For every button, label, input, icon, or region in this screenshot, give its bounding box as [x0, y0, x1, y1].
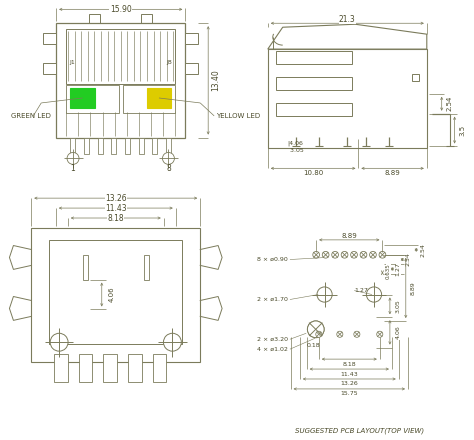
Text: 13.26: 13.26 — [105, 194, 127, 203]
Bar — [128, 354, 142, 382]
Text: YELLOW LED: YELLOW LED — [216, 113, 260, 119]
Bar — [276, 77, 352, 90]
Text: 11.43: 11.43 — [105, 204, 127, 213]
Bar — [153, 354, 166, 382]
Text: 13.26: 13.26 — [340, 381, 358, 386]
Circle shape — [370, 251, 376, 258]
Text: 21.3: 21.3 — [339, 15, 356, 24]
Bar — [141, 15, 152, 23]
Bar — [144, 255, 149, 280]
Text: 2 × ø3.20: 2 × ø3.20 — [257, 337, 288, 342]
Text: 13.40: 13.40 — [211, 70, 220, 91]
Bar — [139, 138, 144, 154]
Text: 10.80: 10.80 — [303, 170, 323, 176]
Circle shape — [377, 331, 383, 337]
Bar — [125, 138, 130, 154]
Text: 3.5: 3.5 — [460, 125, 465, 136]
Bar — [153, 138, 157, 154]
Circle shape — [308, 321, 324, 337]
Bar — [146, 88, 172, 108]
Bar — [56, 23, 185, 138]
Bar — [276, 51, 352, 64]
Text: 2.54: 2.54 — [420, 243, 426, 257]
Circle shape — [316, 331, 322, 337]
Text: 8.89: 8.89 — [410, 281, 415, 295]
Text: 2.54: 2.54 — [447, 96, 453, 111]
Text: 8: 8 — [166, 165, 171, 173]
Circle shape — [322, 251, 329, 258]
Bar — [103, 354, 117, 382]
Text: 1.27: 1.27 — [354, 288, 368, 293]
Bar — [166, 138, 171, 154]
Circle shape — [317, 287, 332, 302]
Circle shape — [50, 333, 68, 351]
Text: 2 × ø1.70: 2 × ø1.70 — [257, 297, 288, 302]
Bar — [49, 240, 182, 344]
Text: 3.05: 3.05 — [288, 148, 303, 154]
Circle shape — [341, 251, 348, 258]
Bar — [83, 255, 88, 280]
Bar — [71, 138, 75, 154]
Text: 8.18: 8.18 — [343, 362, 356, 367]
Bar — [70, 88, 95, 108]
Circle shape — [366, 287, 382, 302]
Bar — [98, 138, 103, 154]
Text: 11.43: 11.43 — [340, 371, 358, 377]
Text: 15.90: 15.90 — [110, 5, 132, 14]
Circle shape — [337, 331, 343, 337]
Text: 1: 1 — [71, 165, 75, 173]
Circle shape — [354, 331, 360, 337]
Text: J8: J8 — [167, 60, 173, 65]
Text: 8.18: 8.18 — [108, 213, 124, 223]
Bar — [43, 63, 56, 74]
Bar — [276, 103, 352, 116]
Text: GREEN LED: GREEN LED — [11, 113, 51, 119]
Circle shape — [332, 251, 338, 258]
Circle shape — [67, 152, 79, 165]
Bar — [66, 29, 175, 84]
Bar — [185, 63, 198, 74]
Bar — [54, 354, 68, 382]
Text: 0.18: 0.18 — [307, 343, 320, 348]
Polygon shape — [268, 24, 427, 49]
Circle shape — [308, 321, 324, 337]
Text: 2.54: 2.54 — [406, 253, 411, 267]
Text: 15.75: 15.75 — [340, 392, 358, 396]
Text: |4.06: |4.06 — [288, 140, 303, 146]
Text: 8 × ø0.90: 8 × ø0.90 — [257, 257, 288, 262]
Circle shape — [379, 251, 386, 258]
Circle shape — [360, 251, 367, 258]
Bar — [123, 85, 175, 113]
Text: 1.27: 1.27 — [396, 262, 401, 276]
Circle shape — [164, 333, 182, 351]
Text: SUGGESTED PCB LAYOUT(TOP VIEW): SUGGESTED PCB LAYOUT(TOP VIEW) — [295, 427, 424, 434]
Text: J1: J1 — [69, 60, 75, 65]
Bar — [268, 49, 427, 148]
Bar — [412, 74, 419, 81]
Bar — [90, 15, 100, 23]
Bar — [43, 33, 56, 44]
Circle shape — [163, 152, 174, 165]
Bar — [185, 33, 198, 44]
Text: 8.89: 8.89 — [341, 233, 357, 239]
Text: 4 × ø1.02: 4 × ø1.02 — [257, 347, 288, 352]
Text: 4.06: 4.06 — [395, 326, 401, 339]
Text: 8.89: 8.89 — [385, 170, 401, 176]
Bar — [84, 138, 89, 154]
Bar — [66, 85, 119, 113]
Text: 3.05: 3.05 — [395, 299, 401, 313]
Bar — [31, 228, 200, 362]
Circle shape — [351, 251, 357, 258]
Circle shape — [313, 251, 319, 258]
Text: 0.635: 0.635 — [386, 264, 391, 279]
Bar — [79, 354, 92, 382]
Text: 4.06: 4.06 — [109, 287, 115, 302]
Bar — [111, 138, 117, 154]
